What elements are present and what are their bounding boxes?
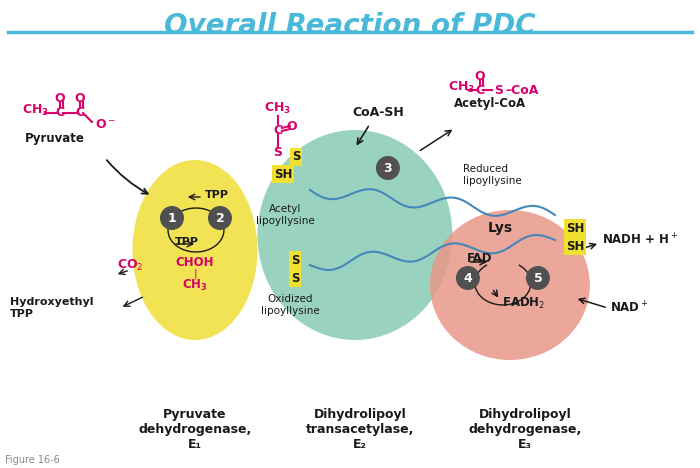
Text: O: O: [55, 92, 65, 104]
Text: FAD: FAD: [466, 251, 492, 264]
Text: Dihydrolipoyl
transacetylase,
E₂: Dihydrolipoyl transacetylase, E₂: [306, 408, 414, 451]
Text: |: |: [193, 269, 197, 279]
Text: CHOH: CHOH: [176, 256, 214, 269]
Text: NAD$^+$: NAD$^+$: [610, 300, 648, 315]
Text: NADH + H$^+$: NADH + H$^+$: [602, 232, 678, 248]
Text: C: C: [475, 83, 484, 96]
Text: 5: 5: [533, 271, 542, 285]
Ellipse shape: [258, 130, 452, 340]
Text: $\mathbf{CH_3}$: $\mathbf{CH_3}$: [448, 80, 475, 95]
Text: C: C: [76, 107, 85, 119]
Text: FADH$_2$: FADH$_2$: [502, 295, 545, 311]
Text: TPP: TPP: [175, 237, 199, 247]
Text: Overall Reaction of PDC: Overall Reaction of PDC: [164, 12, 536, 40]
Text: $\mathbf{CH_3}$: $\mathbf{CH_3}$: [265, 101, 291, 116]
Text: Acetyl-CoA: Acetyl-CoA: [454, 96, 526, 110]
Text: S: S: [292, 151, 300, 163]
Text: Figure 16-6: Figure 16-6: [5, 455, 60, 465]
Text: Acetyl
lipoyllysine: Acetyl lipoyllysine: [256, 204, 314, 226]
Text: O$^-$: O$^-$: [95, 118, 116, 132]
Text: CoA-SH: CoA-SH: [352, 105, 404, 118]
Circle shape: [208, 206, 232, 230]
Text: S: S: [494, 83, 503, 96]
Text: Oxidized
lipoyllysine: Oxidized lipoyllysine: [260, 294, 319, 316]
Text: –CoA: –CoA: [505, 83, 538, 96]
Circle shape: [376, 156, 400, 180]
Text: S: S: [274, 146, 282, 159]
Text: Reduced
lipoyllysine: Reduced lipoyllysine: [463, 164, 522, 186]
Text: Pyruvate: Pyruvate: [25, 132, 85, 145]
Text: S: S: [290, 254, 299, 266]
Circle shape: [526, 266, 550, 290]
Text: $\mathbf{CH_3}$: $\mathbf{CH_3}$: [182, 278, 208, 292]
Text: Pyruvate
dehydrogenase,
E₁: Pyruvate dehydrogenase, E₁: [139, 408, 251, 451]
Ellipse shape: [430, 210, 590, 360]
Text: S: S: [290, 271, 299, 285]
Circle shape: [160, 206, 184, 230]
Text: Hydroxyethyl
TPP: Hydroxyethyl TPP: [10, 297, 94, 319]
Text: Lys: Lys: [487, 221, 512, 235]
Text: O: O: [75, 92, 85, 104]
Text: C: C: [274, 124, 283, 137]
Text: SH: SH: [274, 168, 292, 181]
Text: 1: 1: [167, 212, 176, 225]
Text: O: O: [286, 119, 297, 132]
Text: C: C: [55, 107, 64, 119]
Text: 2: 2: [216, 212, 224, 225]
Text: TPP: TPP: [205, 190, 229, 200]
Text: O: O: [475, 70, 485, 82]
Ellipse shape: [132, 160, 258, 340]
Text: 4: 4: [463, 271, 473, 285]
Text: SH: SH: [566, 240, 584, 253]
Text: 3: 3: [384, 161, 392, 175]
Text: $\mathbf{CH_3}$: $\mathbf{CH_3}$: [22, 102, 49, 117]
Text: SH: SH: [566, 221, 584, 234]
Circle shape: [456, 266, 480, 290]
Text: CO$_2$: CO$_2$: [117, 257, 144, 272]
Text: Dihydrolipoyl
dehydrogenase,
E₃: Dihydrolipoyl dehydrogenase, E₃: [468, 408, 582, 451]
